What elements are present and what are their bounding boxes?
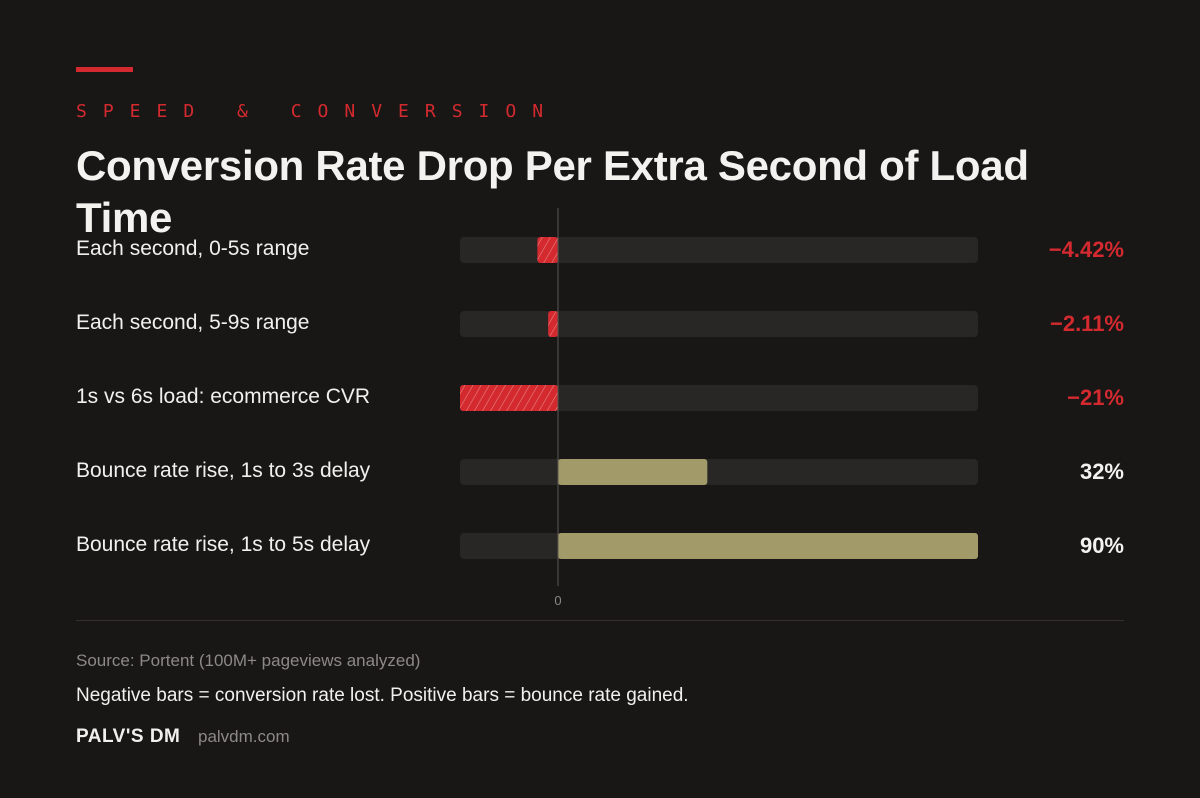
eyebrow-label: SPEED & CONVERSION <box>76 101 560 122</box>
zero-tick-label: 0 <box>554 593 561 608</box>
value-label: −2.11% <box>1049 311 1124 336</box>
category-label: Bounce rate rise, 1s to 5s delay <box>76 533 371 556</box>
value-label: 32% <box>1079 459 1124 484</box>
bar-track <box>460 459 978 485</box>
category-label: Bounce rate rise, 1s to 3s delay <box>76 459 371 482</box>
brand-name: PALV'S DM <box>76 726 181 747</box>
negative-bar <box>460 385 558 411</box>
accent-rule <box>76 67 133 72</box>
source-note: Source: Portent (100M+ pageviews analyze… <box>76 651 421 670</box>
category-label: 1s vs 6s load: ecommerce CVR <box>76 385 371 408</box>
bar-track <box>460 311 978 337</box>
bar-track <box>460 385 978 411</box>
bar-track <box>460 237 978 263</box>
category-label: Each second, 0-5s range <box>76 237 310 260</box>
value-label: −21% <box>1067 385 1124 410</box>
category-label: Each second, 5-9s range <box>76 311 310 334</box>
brand-url: palvdm.com <box>198 727 290 746</box>
chart-plot: 0 <box>460 208 978 608</box>
footer-divider <box>76 620 1124 621</box>
positive-bar <box>558 533 978 559</box>
positive-bar <box>558 459 708 485</box>
legend-note: Negative bars = conversion rate lost. Po… <box>76 685 689 706</box>
negative-bar <box>537 237 558 263</box>
value-label: −4.42% <box>1048 237 1124 262</box>
chart-title: Conversion Rate Drop Per Extra Second of… <box>76 142 1029 241</box>
value-label: 90% <box>1079 533 1124 558</box>
negative-bar <box>548 311 558 337</box>
